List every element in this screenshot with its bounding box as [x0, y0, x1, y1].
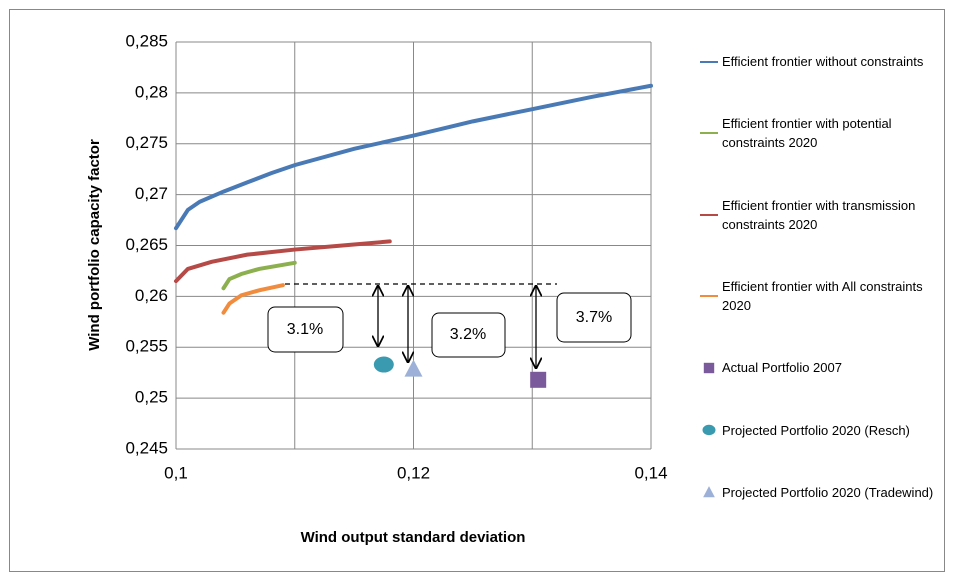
- legend-label: Efficient frontier with transmission con…: [722, 197, 916, 232]
- annotation: 3.1%: [287, 321, 323, 338]
- legend-swatch: [700, 132, 718, 135]
- legend-label: Projected Portfolio 2020 (Tradewind): [722, 484, 934, 500]
- point: [404, 359, 423, 377]
- point: [373, 356, 394, 373]
- legend-entry: Efficient frontier with transmission con…: [700, 196, 945, 234]
- legend-label: Actual Portfolio 2007: [722, 360, 842, 376]
- point: [703, 362, 715, 374]
- legend-swatch: [700, 294, 718, 297]
- y-axis-label: Wind portfolio capacity factor: [86, 139, 103, 351]
- y-tick-label: 0,27: [135, 184, 168, 203]
- x-tick-label: 0,1: [164, 463, 188, 482]
- y-tick-label: 0,28: [135, 82, 168, 101]
- legend-entry: Projected Portfolio 2020 (Tradewind): [700, 483, 945, 502]
- y-tick-label: 0,26: [135, 286, 168, 305]
- legend-swatch: [700, 213, 718, 216]
- legend: Efficient frontier without constraints Ef…: [700, 52, 945, 502]
- x-tick-label: 0,12: [397, 463, 430, 482]
- y-tick-label: 0,255: [125, 337, 168, 356]
- x-tick-label: 0,14: [634, 463, 667, 482]
- series-line: [221, 260, 297, 291]
- series-line: [221, 283, 285, 315]
- point: [702, 424, 716, 436]
- legend-entry: Actual Portfolio 2007: [700, 358, 945, 377]
- legend-label: Efficient frontier with All constraints …: [722, 278, 923, 313]
- annotation: 3.7%: [576, 309, 612, 326]
- y-tick-label: 0,265: [125, 235, 168, 254]
- legend-swatch: [703, 362, 715, 374]
- y-tick-label: 0,25: [135, 388, 168, 407]
- legend-entry: Efficient frontier without constraints: [700, 52, 945, 71]
- annotation: 3.2%: [450, 326, 486, 343]
- y-tick-label: 0,275: [125, 133, 168, 152]
- legend-swatch: [703, 486, 715, 498]
- legend-label: Efficient frontier without constraints: [722, 54, 924, 69]
- series-line: [174, 83, 653, 231]
- legend-swatch: [700, 60, 718, 63]
- legend-entry: Projected Portfolio 2020 (Resch): [700, 421, 945, 440]
- legend-entry: Efficient frontier with potential constr…: [700, 114, 945, 152]
- legend-label: Projected Portfolio 2020 (Resch): [722, 422, 910, 438]
- legend-label: Efficient frontier with potential constr…: [722, 116, 892, 151]
- series-line: [174, 239, 392, 284]
- chart-border: [9, 9, 945, 572]
- legend-swatch: [702, 424, 716, 436]
- y-tick-label: 0,285: [125, 31, 168, 50]
- y-tick-label: 0,245: [125, 438, 168, 457]
- annotation-box: [556, 292, 632, 343]
- x-axis-label: Wind output standard deviation: [301, 529, 526, 546]
- annotation-box: [267, 306, 344, 353]
- point: [703, 486, 715, 498]
- legend-entry: Efficient frontier with All constraints …: [700, 277, 945, 315]
- annotation-box: [431, 312, 506, 358]
- point: [530, 371, 547, 388]
